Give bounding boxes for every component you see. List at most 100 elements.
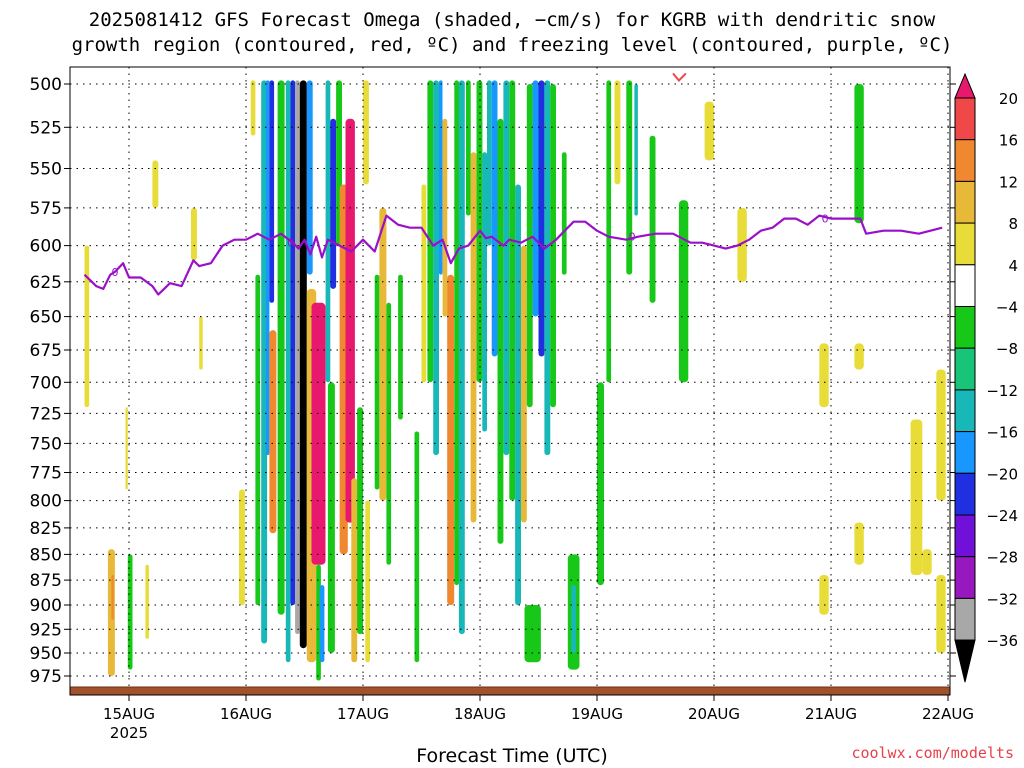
colorbar-segment — [954, 139, 976, 182]
colorbar-label: −24 — [986, 507, 1018, 525]
y-tick-label: 875 — [30, 571, 62, 591]
y-tick-label: 550 — [30, 160, 62, 180]
omega-band — [421, 184, 427, 383]
omega-band — [250, 80, 256, 136]
omega-band — [854, 343, 864, 370]
credit-link[interactable]: coolwx.com/modelts — [851, 744, 1014, 762]
y-axis: 500 525 550 575 600 625 650 675 700 725 750 775 800 8… — [30, 75, 956, 687]
x-tick-year: 2025 — [110, 724, 148, 742]
omega-band — [127, 554, 133, 670]
omega-band — [524, 605, 541, 663]
omega-band — [634, 84, 638, 216]
omega-band — [503, 80, 510, 456]
y-tick-label: 825 — [30, 519, 62, 539]
omega-band — [306, 80, 313, 275]
omega-band — [936, 369, 946, 501]
omega-band — [374, 274, 380, 490]
colorbar-label: 4 — [1008, 257, 1018, 275]
omega-band — [442, 118, 448, 317]
colorbar-label: −16 — [986, 424, 1018, 442]
omega-band — [277, 80, 285, 615]
omega-band — [458, 80, 465, 635]
omega-band — [819, 343, 829, 408]
omega-band — [466, 80, 471, 216]
colorbar-label: −8 — [996, 340, 1018, 358]
colorbar-label: −12 — [986, 382, 1018, 400]
colorbar-segment — [954, 472, 976, 516]
omega-band — [538, 80, 545, 357]
omega-band — [191, 207, 197, 261]
omega-band — [854, 84, 864, 224]
omega-band — [491, 80, 498, 357]
colorbar: 20 16 12 8 4 −4 −8 −12 −16 −20 −24 −28 −32 −36 — [954, 72, 1018, 683]
omega-band — [265, 80, 270, 456]
y-tick-label: 575 — [30, 199, 62, 219]
omega-band — [269, 330, 277, 534]
omega-shading — [84, 80, 946, 681]
omega-band — [269, 80, 275, 303]
colorbar-segment — [954, 264, 976, 307]
colorbar-label: −20 — [986, 465, 1018, 483]
omega-band — [614, 80, 621, 185]
terrain-fill — [70, 687, 950, 695]
omega-band — [351, 478, 358, 663]
omega-band — [470, 152, 477, 523]
x-axis-label: Forecast Time (UTC) — [416, 745, 608, 767]
colorbar-segment — [954, 222, 976, 266]
omega-band — [199, 316, 203, 370]
x-tick-label: 19AUG — [571, 705, 623, 723]
omega-band — [398, 274, 403, 420]
y-tick-label: 925 — [30, 620, 62, 640]
freezing-level-label: 0 — [112, 266, 119, 279]
y-tick-label: 650 — [30, 308, 62, 328]
y-tick-label: 675 — [30, 341, 62, 361]
omega-band — [330, 118, 337, 289]
omega-band — [509, 80, 516, 501]
colorbar-segment — [954, 389, 976, 433]
omega-band — [544, 80, 551, 456]
omega-band — [532, 80, 539, 317]
omega-band — [606, 80, 612, 383]
colorbar-cap-bottom — [954, 639, 976, 683]
colorbar-label: −28 — [986, 549, 1018, 567]
omega-band — [261, 80, 268, 644]
omega-band — [414, 431, 420, 663]
omega-band — [526, 84, 533, 408]
y-tick-label: 950 — [30, 644, 62, 664]
omega-band — [487, 80, 492, 246]
y-tick-label: 750 — [30, 434, 62, 454]
x-tick-label: 16AUG — [220, 705, 272, 723]
omega-band — [439, 80, 443, 275]
colorbar-segment — [954, 180, 976, 224]
omega-band — [597, 382, 604, 586]
omega-band — [626, 80, 633, 275]
colorbar-label: −36 — [986, 632, 1018, 650]
y-tick-label: 800 — [30, 492, 62, 512]
colorbar-label: 12 — [999, 173, 1018, 191]
omega-band — [561, 152, 567, 275]
x-tick-label: 22AUG — [922, 705, 974, 723]
y-tick-label: 900 — [30, 596, 62, 616]
omega-band — [363, 80, 369, 185]
omega-band — [515, 184, 521, 606]
omega-band — [854, 522, 864, 565]
omega-band — [922, 549, 932, 575]
y-tick-label: 775 — [30, 464, 62, 484]
omega-band — [433, 80, 439, 456]
dgz-contour — [672, 72, 687, 82]
y-tick-label: 700 — [30, 373, 62, 393]
omega-band — [239, 489, 245, 606]
omega-band — [111, 575, 114, 620]
omega-band — [311, 302, 326, 565]
x-tick-label: 15AUG — [103, 705, 155, 723]
colorbar-label: 20 — [999, 90, 1018, 108]
chart-title-line-1: 2025081412 GFS Forecast Omega (shaded, −… — [88, 9, 936, 31]
omega-band — [295, 80, 300, 635]
chart-title-line-2: growth region (contoured, red, ºC) and f… — [71, 34, 953, 56]
omega-band — [386, 302, 392, 565]
omega-band — [910, 419, 923, 575]
grid-lines — [70, 67, 950, 695]
omega-band — [737, 207, 747, 282]
omega-band — [379, 207, 387, 501]
